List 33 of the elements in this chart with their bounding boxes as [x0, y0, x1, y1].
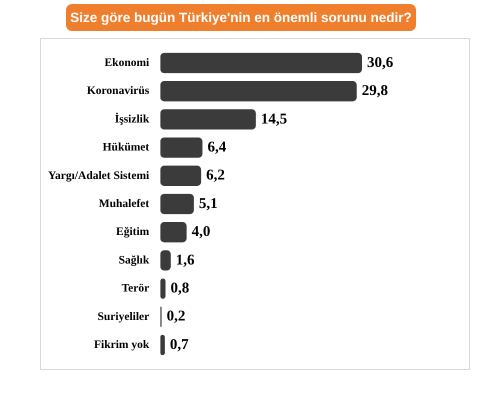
bar	[160, 81, 357, 102]
data-label: 29,8	[362, 83, 388, 100]
data-label: 0,2	[166, 308, 186, 325]
bar	[160, 109, 256, 130]
data-label: 0,8	[170, 280, 190, 296]
bar	[160, 278, 166, 299]
y-tick-label: Suriyeliler	[98, 310, 150, 323]
data-label: 6,2	[206, 168, 225, 184]
y-tick-label: Fikrim yok	[94, 338, 150, 351]
data-label: 1,6	[176, 252, 196, 268]
bar	[160, 334, 165, 356]
y-tick-label: Hükümet	[102, 142, 150, 154]
data-label: 4,0	[192, 224, 210, 240]
bar	[160, 137, 202, 158]
y-tick-label: Ekonomi	[104, 56, 150, 69]
bar	[160, 194, 194, 214]
y-tick-label: Yargı/Adalet Sistemi	[48, 170, 150, 182]
y-tick-label: Terör	[122, 282, 150, 295]
bar	[160, 222, 187, 242]
y-tick-label: Muhalefet	[98, 198, 150, 210]
data-label: 14,5	[260, 111, 288, 128]
y-tick-label: İşsizlik	[114, 112, 150, 126]
y-tick-label: Sağlık	[118, 254, 150, 266]
chart-title: Size göre bugün Türkiye'nin en önemli sorunu nedir?	[66, 4, 416, 31]
bar	[160, 250, 171, 271]
data-label: 5,1	[198, 196, 218, 212]
data-label: 6,4	[207, 139, 227, 156]
bar	[160, 166, 202, 186]
bar	[160, 52, 362, 74]
y-tick-label: Eğitim	[116, 226, 150, 238]
data-label: 0,7	[170, 336, 190, 353]
y-tick-label: Koronavirüs	[86, 85, 150, 98]
data-label: 30,6	[367, 54, 394, 71]
